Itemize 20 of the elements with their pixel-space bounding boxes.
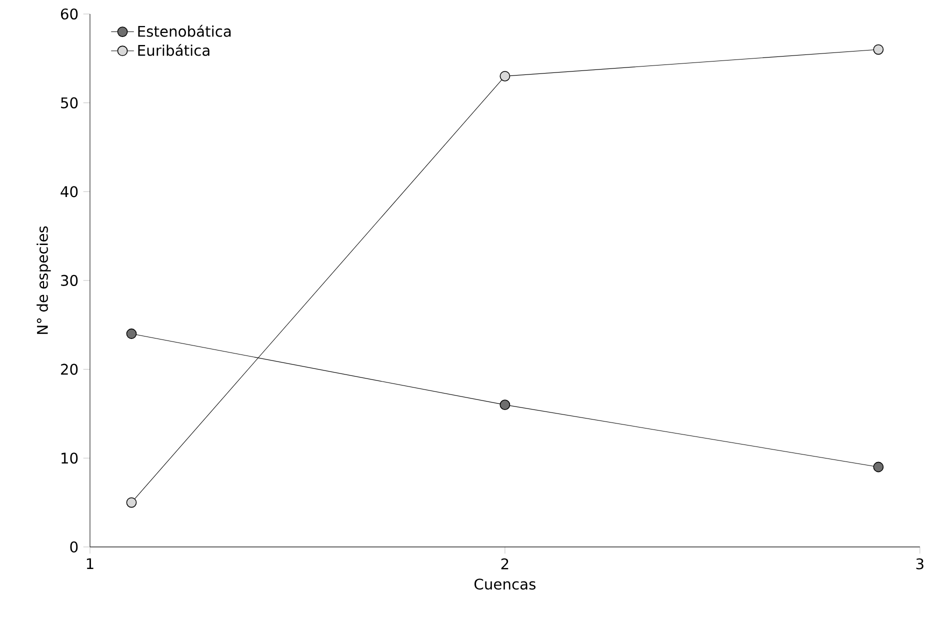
legend-label: Estenobática — [138, 24, 231, 37]
x-tick-label: 1 — [86, 558, 94, 570]
legend-label: Euribática — [138, 44, 210, 56]
point — [873, 44, 884, 55]
point — [500, 400, 510, 410]
x-axis-title: Cuencas — [474, 578, 536, 590]
point — [500, 71, 510, 82]
x-tick-label: 3 — [916, 558, 924, 570]
point — [126, 328, 137, 339]
y-tick-label: 30 — [61, 274, 78, 286]
y-tick-label: 50 — [61, 97, 78, 108]
point — [873, 462, 884, 472]
y-tick-label: 0 — [70, 541, 78, 553]
x-tick-label: 2 — [501, 558, 508, 570]
point — [126, 497, 137, 508]
y-tick-label: 20 — [61, 364, 78, 375]
y-tick-label: 40 — [60, 186, 78, 198]
y-tick-label: 10 — [62, 452, 78, 464]
y-tick-label: 60 — [60, 8, 78, 20]
y-axis-title: N° de especies — [36, 226, 51, 334]
